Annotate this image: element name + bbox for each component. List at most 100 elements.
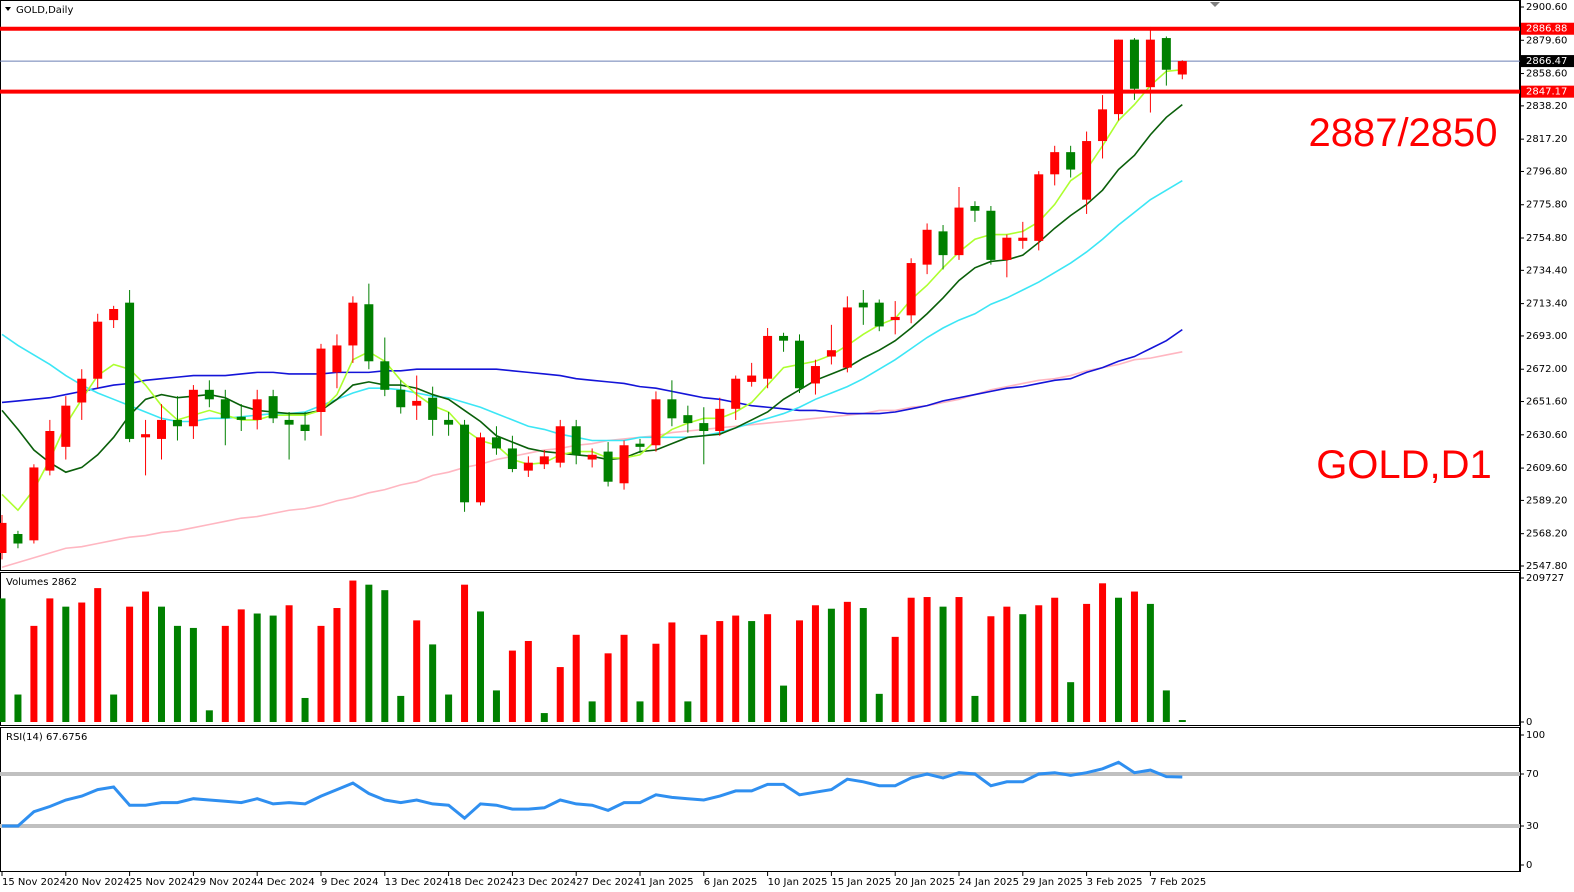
candle-body [587, 454, 597, 460]
y-tick-label: 2609.60 [1526, 463, 1567, 474]
y-tick-label: 2734.40 [1526, 265, 1567, 276]
candle-body [795, 340, 804, 389]
candle-body [890, 316, 900, 321]
candle-body [77, 378, 87, 403]
y-tick-label: 2900.60 [1526, 2, 1567, 13]
y-tick-label: 2858.60 [1526, 69, 1567, 80]
x-tick-label: 9 Dec 2024 [321, 877, 379, 888]
volume-bar [875, 693, 883, 722]
candle-body [172, 419, 182, 427]
candle-body [779, 335, 789, 341]
candle-body [874, 302, 884, 327]
volume-bar [46, 598, 54, 722]
volume-bar [1035, 605, 1043, 722]
candle-body [141, 434, 151, 438]
volume-bar [540, 713, 548, 722]
candle-body [412, 400, 422, 406]
volume-bar [317, 625, 325, 722]
candle-body [571, 426, 581, 455]
x-tick-label: 25 Nov 2024 [130, 877, 194, 888]
candle-body [635, 443, 645, 447]
candle-body [986, 210, 996, 260]
candle-body [188, 389, 198, 427]
candle-body [45, 431, 55, 471]
y-tick-label: 209727 [1526, 573, 1564, 584]
candle-body [842, 307, 852, 368]
candle-body [364, 304, 374, 362]
volume-bar [269, 615, 277, 722]
candle-body [444, 419, 454, 425]
candle-body [954, 207, 964, 256]
candle-body [1145, 39, 1155, 88]
volume-bar [891, 636, 899, 722]
candle-body [0, 522, 7, 554]
moving-average [1, 103, 1183, 474]
y-tick-label: 2547.80 [1526, 561, 1567, 572]
volume-bar [1099, 583, 1107, 722]
volume-bar [588, 701, 596, 722]
moving-average [1, 350, 1183, 569]
volume-bar [780, 685, 788, 722]
candle-body [1034, 174, 1044, 241]
volume-bar [173, 625, 181, 722]
candle-body [699, 423, 709, 432]
candle-body [810, 366, 820, 384]
x-tick-label: 1 Jan 2025 [640, 877, 694, 888]
volume-bar [1178, 720, 1186, 722]
volume-bar [142, 591, 150, 722]
volume-bar [461, 584, 469, 722]
volume-bar [827, 608, 835, 722]
candle-body [1098, 109, 1108, 142]
level-label-box [1521, 85, 1574, 98]
candle-body [651, 399, 661, 446]
candle-body [826, 350, 836, 357]
y-tick-label: 2838.20 [1526, 101, 1567, 112]
volume-bar [158, 606, 165, 722]
candle-body [220, 399, 230, 419]
candle-body [252, 399, 262, 420]
candle-body [476, 437, 485, 503]
last-price-label: 2866.47 [1526, 56, 1567, 67]
volume-bar [572, 634, 580, 722]
candle-body [731, 378, 741, 409]
candle-body [1161, 38, 1171, 70]
volume-bar [843, 601, 851, 722]
volume-bar [1051, 597, 1059, 722]
volume-bar [1146, 603, 1154, 722]
volume-bar [94, 588, 102, 722]
y-tick-label: 2796.80 [1526, 166, 1567, 177]
x-tick-label: 15 Nov 2024 [2, 877, 66, 888]
volume-bar [14, 694, 22, 722]
moving-average [1, 328, 1183, 415]
volume-bar [1115, 597, 1122, 722]
shift-marker [1210, 2, 1220, 7]
y-tick-label: 2630.60 [1526, 430, 1567, 441]
moving-average [1, 179, 1183, 442]
rsi-title: RSI(14) 67.6756 [6, 732, 87, 743]
y-tick-label: 70 [1526, 769, 1539, 780]
candle-body [61, 405, 71, 447]
volume-bar [1019, 614, 1027, 722]
volume-bar [796, 620, 803, 722]
volume-bar [349, 580, 357, 722]
candle-body [1082, 141, 1092, 200]
volume-bar [237, 609, 245, 722]
x-tick-label: 7 Feb 2025 [1150, 877, 1206, 888]
candle-body [332, 345, 342, 373]
x-tick-label: 20 Jan 2025 [895, 877, 955, 888]
volume-bar [301, 697, 309, 722]
y-tick-label: 2672.00 [1526, 364, 1567, 375]
volume-bar [748, 621, 756, 722]
volume-bar [30, 625, 38, 722]
volume-bar [397, 695, 405, 722]
volume-bar [1162, 690, 1170, 722]
annotation: GOLD,D1 [1316, 443, 1492, 487]
volume-bar [700, 634, 708, 722]
volume-bar [620, 634, 628, 722]
candle-body [507, 448, 517, 470]
volume-bar [636, 701, 644, 722]
volume-bar [429, 644, 437, 722]
x-tick-label: 27 Dec 2024 [576, 877, 640, 888]
y-tick-label: 2651.60 [1526, 397, 1567, 408]
